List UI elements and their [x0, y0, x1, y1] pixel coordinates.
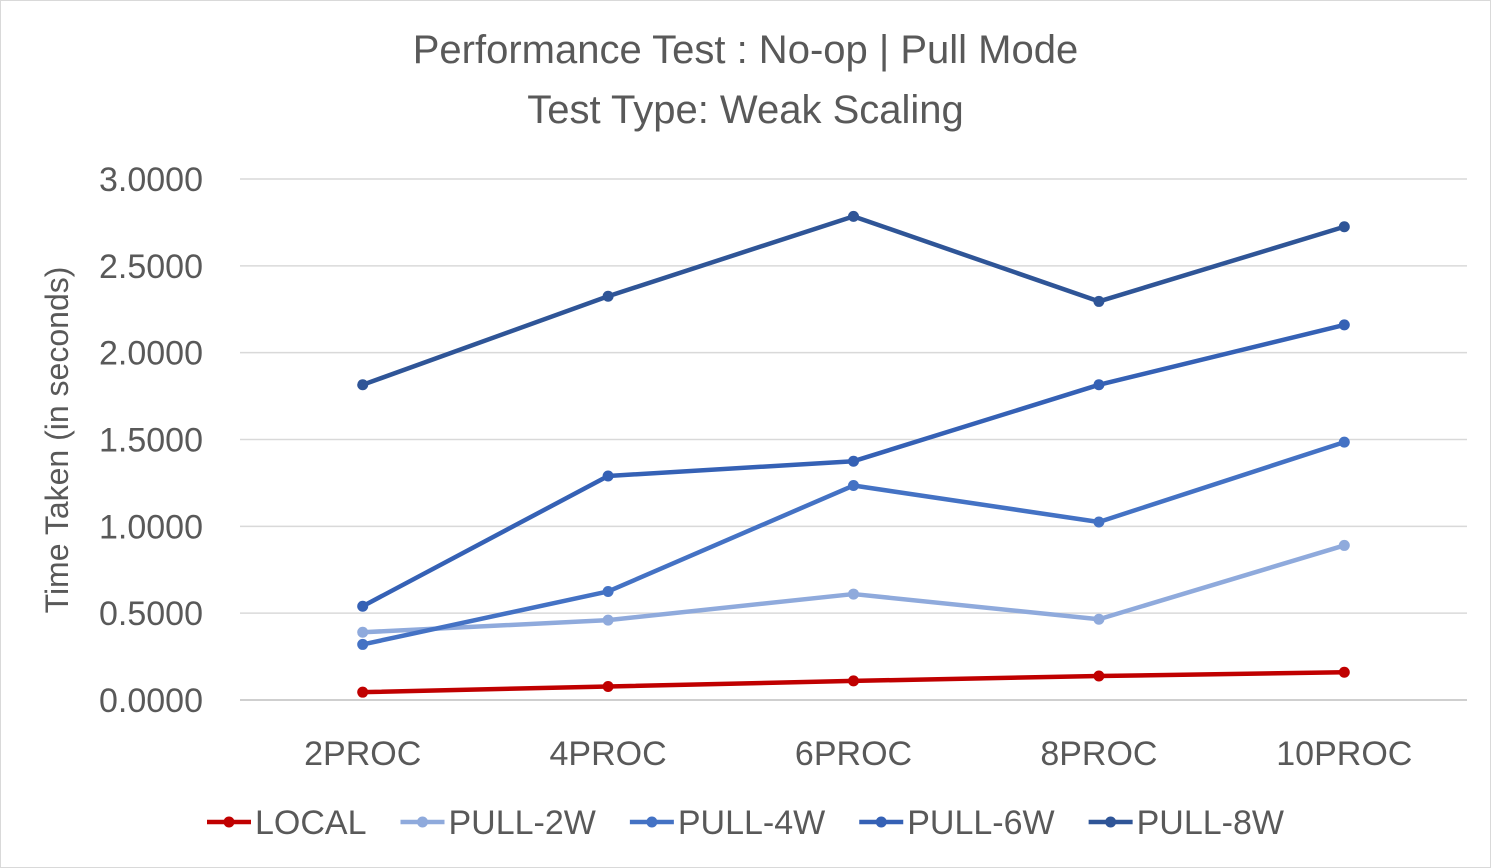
x-axis-ticks: 2PROC 4PROC 6PROC 8PROC 10PROC	[304, 735, 1412, 773]
legend-swatch-marker	[646, 816, 658, 828]
x-tick-label: 4PROC	[550, 735, 667, 773]
data-point	[848, 455, 859, 467]
data-point	[1338, 666, 1350, 678]
y-tick-label: 1.0000	[99, 508, 203, 546]
y-tick-label: 2.0000	[99, 335, 203, 373]
data-point	[1338, 319, 1350, 331]
data-point	[602, 585, 614, 597]
data-point	[357, 600, 369, 612]
legend-label: LOCAL	[255, 804, 367, 842]
legend-label: PULL-4W	[678, 804, 825, 842]
data-point	[848, 588, 859, 600]
legend-swatch-marker	[223, 816, 235, 828]
series-local	[357, 666, 1350, 698]
legend-swatch-marker	[417, 816, 428, 828]
data-point	[357, 626, 369, 638]
y-axis-ticks: 0.0000 0.5000 1.0000 1.5000 2.0000 2.5000 3.00…	[99, 161, 203, 720]
data-point	[602, 290, 614, 302]
series-line	[360, 439, 1347, 647]
data-point	[848, 675, 859, 687]
data-point	[1093, 670, 1105, 682]
chart-subtitle: Test Type: Weak Scaling	[527, 88, 964, 132]
legend-item-pull-8w: PULL-8W	[1088, 804, 1284, 842]
x-tick-label: 10PROC	[1276, 735, 1412, 773]
series-lines	[357, 210, 1350, 698]
x-tick-label: 8PROC	[1040, 735, 1157, 773]
data-point	[602, 614, 614, 626]
gridlines	[240, 178, 1467, 701]
data-point	[1338, 436, 1350, 448]
legend-label: PULL-6W	[907, 804, 1054, 842]
x-tick-label: 2PROC	[304, 735, 421, 773]
data-point	[1338, 539, 1350, 551]
y-tick-label: 0.0000	[99, 682, 203, 720]
data-point	[1093, 379, 1105, 391]
legend-swatch-marker	[875, 816, 887, 828]
x-tick-label: 6PROC	[795, 735, 912, 773]
data-point	[357, 379, 369, 391]
y-axis-label: Time Taken (in seconds)	[39, 267, 75, 614]
series-pull-2w	[357, 539, 1350, 638]
legend-swatch-marker	[1105, 816, 1117, 828]
y-tick-label: 0.5000	[99, 595, 203, 633]
series-pull-8w	[357, 210, 1350, 391]
data-point	[1093, 613, 1105, 625]
legend-item-pull-2w: PULL-2W	[400, 804, 596, 842]
data-point	[357, 638, 369, 650]
legend-item-pull-6w: PULL-6W	[859, 804, 1055, 842]
chart-title: Performance Test : No-op | Pull Mode	[412, 28, 1079, 72]
data-point	[1093, 516, 1105, 528]
series-pull-4w	[357, 436, 1350, 650]
data-point	[357, 686, 369, 698]
legend-label: PULL-8W	[1137, 804, 1284, 842]
y-tick-label: 1.5000	[99, 422, 203, 460]
legend-item-pull-4w: PULL-4W	[629, 804, 825, 842]
legend-label: PULL-2W	[449, 804, 596, 842]
data-point	[602, 680, 614, 692]
data-point	[1338, 221, 1350, 233]
data-point	[848, 210, 859, 222]
legend-item-local: LOCAL	[207, 804, 367, 842]
y-tick-label: 3.0000	[99, 161, 203, 199]
data-point	[1093, 295, 1105, 307]
series-pull-6w	[357, 319, 1350, 612]
legend: LOCAL PULL-2W PULL-4W PULL-6W PULL-8W	[207, 804, 1284, 842]
y-tick-label: 2.5000	[99, 248, 203, 286]
data-point	[602, 470, 614, 482]
data-point	[848, 480, 859, 492]
